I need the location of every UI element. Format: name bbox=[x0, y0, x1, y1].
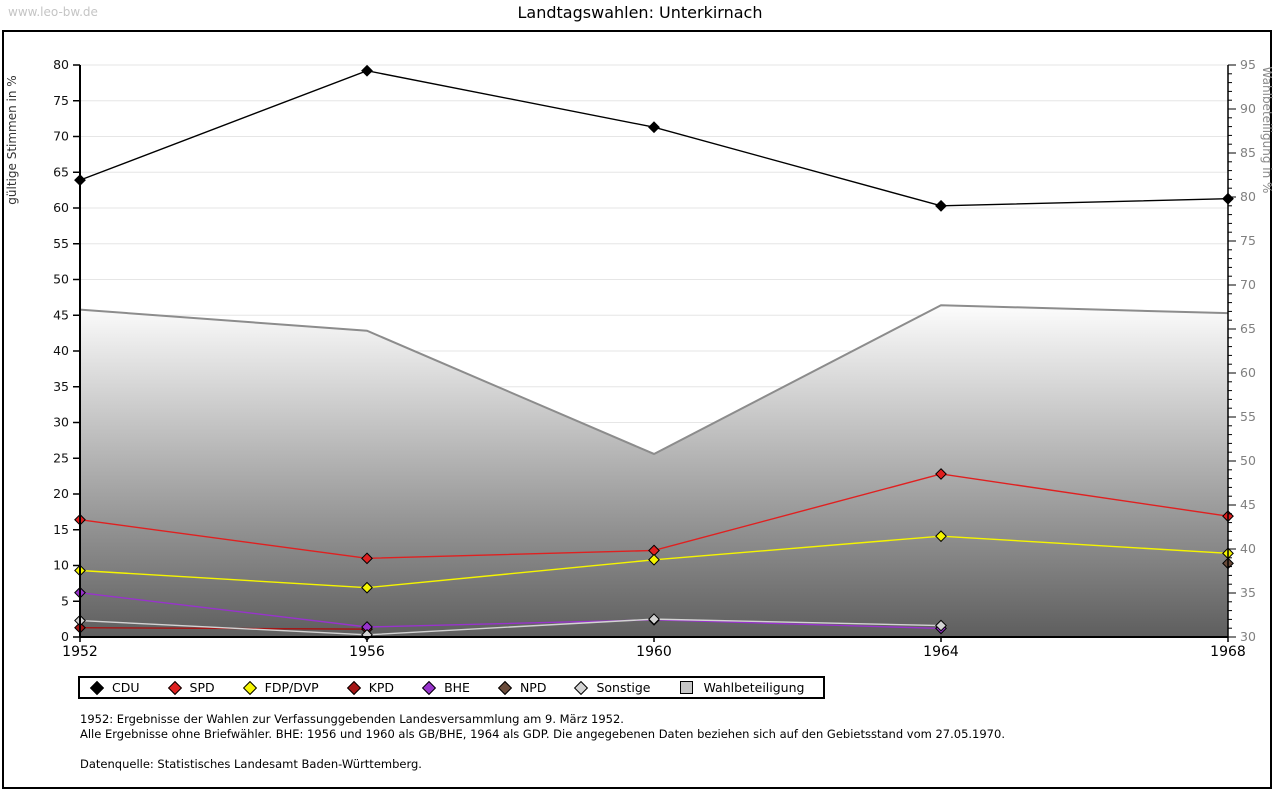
svg-text:75: 75 bbox=[53, 93, 69, 108]
legend-item-fdp-dvp: FDP/DVP bbox=[242, 680, 319, 695]
svg-text:80: 80 bbox=[1240, 189, 1256, 204]
data-point bbox=[361, 581, 373, 594]
right-axis-title: Wahlbeteiligung in % bbox=[1260, 67, 1274, 194]
svg-text:45: 45 bbox=[1240, 497, 1256, 512]
svg-text:80: 80 bbox=[53, 57, 69, 72]
svg-text:10: 10 bbox=[53, 558, 69, 573]
data-point bbox=[935, 530, 947, 543]
legend-diamond-swatch bbox=[242, 680, 257, 695]
data-point bbox=[935, 199, 947, 212]
legend-diamond-swatch bbox=[497, 680, 513, 695]
data-point bbox=[648, 613, 660, 626]
legend-label: CDU bbox=[112, 680, 140, 695]
svg-text:1968: 1968 bbox=[1210, 644, 1246, 660]
svg-text:1952: 1952 bbox=[62, 644, 98, 660]
legend-label: SPD bbox=[189, 680, 215, 695]
legend-item-spd: SPD bbox=[167, 680, 215, 695]
svg-text:0: 0 bbox=[61, 629, 69, 644]
svg-text:65: 65 bbox=[53, 164, 69, 179]
svg-text:50: 50 bbox=[53, 272, 69, 287]
participation-area bbox=[80, 305, 1228, 637]
svg-text:50: 50 bbox=[1240, 453, 1256, 468]
svg-text:95: 95 bbox=[1240, 57, 1256, 72]
left-axis-title: gültige Stimmen in % bbox=[5, 75, 19, 204]
svg-text:70: 70 bbox=[1240, 277, 1256, 292]
svg-text:5: 5 bbox=[61, 593, 69, 608]
legend-item-wahlbeteiligung: Wahlbeteiligung bbox=[680, 680, 804, 695]
participation-line bbox=[79, 304, 1229, 456]
svg-text:70: 70 bbox=[53, 129, 69, 144]
data-point bbox=[935, 619, 947, 632]
legend-item-kpd: KPD bbox=[346, 680, 395, 695]
legend-label: Wahlbeteiligung bbox=[703, 680, 805, 695]
legend-diamond-swatch bbox=[574, 680, 589, 695]
footnote-line: 1952: Ergebnisse der Wahlen zur Verfassu… bbox=[80, 712, 624, 726]
svg-text:30: 30 bbox=[1240, 629, 1256, 644]
chart-legend: CDU SPD FDP/DVP KPD BHE NPD Sonstige Wahlbeteil… bbox=[78, 676, 825, 699]
svg-text:45: 45 bbox=[53, 307, 69, 322]
legend-label: KPD bbox=[368, 680, 395, 695]
legend-square-swatch bbox=[680, 681, 694, 694]
page-title: Landtagswahlen: Unterkirnach bbox=[517, 3, 763, 22]
legend-diamond-swatch bbox=[89, 680, 105, 695]
svg-text:85: 85 bbox=[1240, 145, 1256, 160]
svg-text:90: 90 bbox=[1240, 101, 1256, 116]
data-point bbox=[648, 121, 660, 134]
svg-text:55: 55 bbox=[53, 236, 69, 251]
legend-item-bhe: BHE bbox=[421, 680, 470, 695]
svg-text:20: 20 bbox=[53, 486, 69, 501]
legend-diamond-swatch bbox=[346, 680, 361, 695]
svg-text:1956: 1956 bbox=[349, 644, 385, 660]
legend-diamond-swatch bbox=[167, 680, 182, 695]
legend-label: BHE bbox=[444, 680, 470, 695]
svg-text:40: 40 bbox=[53, 343, 69, 358]
data-source-line: Datenquelle: Statistisches Landesamt Bad… bbox=[80, 757, 422, 771]
legend-diamond-swatch bbox=[421, 680, 437, 695]
series-CDU bbox=[74, 64, 1234, 212]
footnote-line: Alle Ergebnisse ohne Briefwähler. BHE: 1… bbox=[80, 727, 1005, 741]
legend-item-npd: NPD bbox=[497, 680, 547, 695]
svg-text:1964: 1964 bbox=[923, 644, 959, 660]
svg-text:65: 65 bbox=[1240, 321, 1256, 336]
axes: 0 5 10 15 20 25 30 35 40 45 50 55 60 65 70 75 80 30 35 40 45… bbox=[53, 57, 1256, 660]
svg-text:35: 35 bbox=[1240, 585, 1256, 600]
election-line-chart: 0 5 10 15 20 25 30 35 40 45 50 55 60 65 70 75 80 30 35 40 45… bbox=[5, 57, 1274, 660]
svg-text:60: 60 bbox=[1240, 365, 1256, 380]
svg-text:55: 55 bbox=[1240, 409, 1256, 424]
data-point bbox=[361, 552, 373, 565]
svg-text:1960: 1960 bbox=[636, 644, 672, 660]
legend-label: Sonstige bbox=[596, 680, 651, 695]
svg-text:15: 15 bbox=[53, 522, 69, 537]
legend-item-sonstige: Sonstige bbox=[574, 680, 651, 695]
svg-text:60: 60 bbox=[53, 200, 69, 215]
svg-text:25: 25 bbox=[53, 450, 69, 465]
svg-text:35: 35 bbox=[53, 379, 69, 394]
data-point bbox=[361, 64, 373, 77]
legend-label: FDP/DVP bbox=[264, 680, 319, 695]
svg-text:30: 30 bbox=[53, 415, 69, 430]
chart-footnotes: 1952: Ergebnisse der Wahlen zur Verfassu… bbox=[80, 712, 1005, 772]
data-point bbox=[648, 553, 660, 566]
legend-label: NPD bbox=[519, 680, 547, 695]
svg-text:75: 75 bbox=[1240, 233, 1256, 248]
legend-item-cdu: CDU bbox=[89, 680, 140, 695]
svg-text:40: 40 bbox=[1240, 541, 1256, 556]
data-point bbox=[935, 468, 947, 480]
watermark: www.leo-bw.de bbox=[8, 5, 98, 19]
